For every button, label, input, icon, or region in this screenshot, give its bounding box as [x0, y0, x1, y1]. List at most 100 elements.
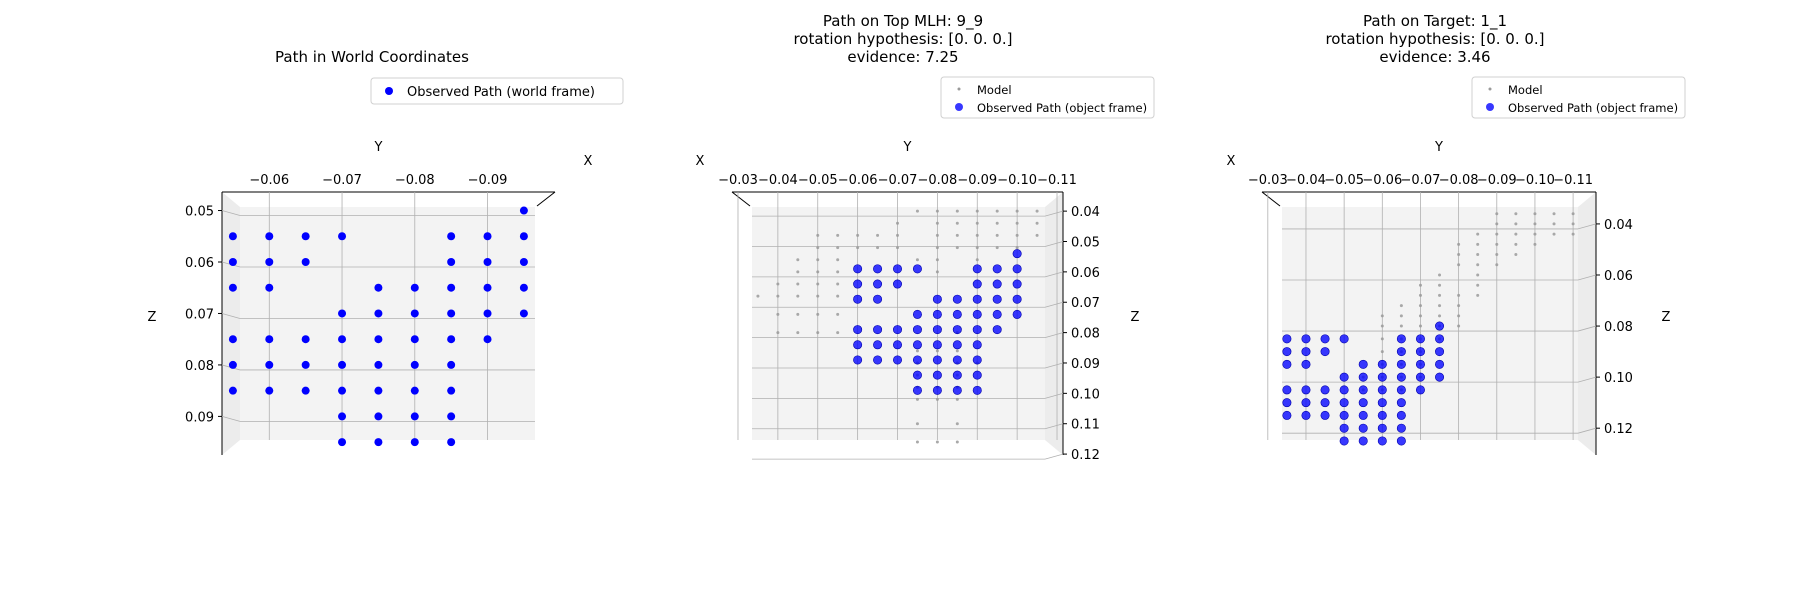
model-point	[836, 258, 840, 262]
observed-point	[1396, 347, 1406, 357]
observed-point	[893, 279, 903, 289]
model-point	[1457, 253, 1461, 257]
observed-point	[932, 370, 942, 380]
x-tick-label: −0.07	[878, 173, 918, 188]
series-observed-path	[1282, 321, 1445, 446]
observed-point	[374, 309, 383, 318]
model-point	[1457, 304, 1461, 308]
observed-point	[410, 360, 419, 369]
observed-point	[265, 386, 274, 395]
observed-point	[1301, 359, 1311, 369]
model-point	[1380, 324, 1384, 328]
observed-point	[853, 294, 863, 304]
model-point	[1418, 293, 1422, 297]
observed-point	[301, 232, 310, 241]
observed-point	[873, 325, 883, 335]
model-point	[975, 221, 979, 225]
model-point	[1418, 324, 1422, 328]
observed-point	[952, 355, 962, 365]
model-point	[1552, 212, 1556, 216]
model-point	[816, 294, 820, 298]
observed-point	[873, 294, 883, 304]
model-point	[915, 422, 919, 426]
model-point	[935, 246, 939, 250]
model-point	[816, 331, 820, 335]
model-point	[915, 209, 919, 213]
model-point	[1035, 209, 1039, 213]
model-point	[935, 270, 939, 274]
z-tick-label: 0.10	[1604, 371, 1633, 386]
grid-line-side	[221, 210, 241, 216]
chart-title: Path on Top MLH: 9_9	[823, 12, 983, 31]
observed-point	[519, 206, 528, 215]
observed-point	[912, 325, 922, 335]
legend-label: Observed Path (world frame)	[407, 85, 595, 100]
model-point	[1457, 293, 1461, 297]
model-point	[1438, 283, 1442, 287]
observed-point	[265, 335, 274, 344]
observed-point	[1435, 359, 1445, 369]
chart-subtitle-line: rotation hypothesis: [0. 0. 0.]	[793, 30, 1012, 48]
chart-subtitle-line: rotation hypothesis: [0. 0. 0.]	[1325, 30, 1544, 48]
model-point	[1495, 242, 1499, 246]
z-tick-label: 0.06	[185, 256, 214, 271]
observed-point	[972, 325, 982, 335]
grid-line-side	[1577, 274, 1597, 281]
observed-point	[972, 294, 982, 304]
observed-point	[1301, 398, 1311, 408]
observed-point	[1282, 359, 1292, 369]
z-tick-label: 0.06	[1604, 269, 1633, 284]
legend-marker	[955, 103, 963, 111]
grid-line-side	[1044, 423, 1064, 430]
model-point	[1514, 253, 1518, 257]
observed-point	[338, 309, 347, 318]
observed-point	[893, 340, 903, 350]
grid-line-side	[1044, 241, 1064, 247]
z-tick-label: 0.05	[185, 205, 214, 220]
z-tick-label: 0.04	[1604, 218, 1633, 233]
observed-point	[1358, 359, 1368, 369]
observed-point	[447, 386, 456, 395]
observed-point	[1396, 410, 1406, 420]
observed-point	[519, 309, 528, 318]
observed-point	[1301, 347, 1311, 357]
side-pane	[1045, 192, 1063, 455]
observed-point	[873, 340, 883, 350]
model-point	[776, 331, 780, 335]
model-point	[1457, 263, 1461, 267]
observed-point	[519, 283, 528, 292]
x-tick-label: −0.08	[917, 173, 957, 188]
model-point	[1380, 337, 1384, 341]
observed-point	[952, 325, 962, 335]
model-point	[1533, 222, 1537, 226]
model-point	[995, 221, 999, 225]
model-point	[1015, 246, 1019, 250]
model-point	[1552, 232, 1556, 236]
observed-point	[1435, 334, 1445, 344]
model-point	[816, 258, 820, 262]
model-point	[816, 270, 820, 274]
model-point	[1418, 283, 1422, 287]
model-point	[1514, 222, 1518, 226]
observed-point	[483, 257, 492, 266]
observed-point	[228, 257, 237, 266]
observed-point	[374, 283, 383, 292]
observed-point	[893, 355, 903, 365]
model-point	[975, 246, 979, 250]
observed-point	[1358, 410, 1368, 420]
model-point	[1476, 283, 1480, 287]
z-tick-label: 0.08	[185, 359, 214, 374]
observed-point	[992, 325, 1002, 335]
model-point	[955, 349, 959, 353]
observed-point	[1339, 334, 1349, 344]
observed-point	[1339, 436, 1349, 446]
observed-point	[483, 335, 492, 344]
observed-point	[1415, 347, 1425, 357]
observed-point	[483, 232, 492, 241]
x-axis-label: X	[696, 154, 705, 169]
observed-point	[1415, 334, 1425, 344]
legend-marker	[957, 87, 961, 91]
x-axis-label: X	[584, 154, 593, 169]
observed-point	[338, 386, 347, 395]
observed-point	[447, 309, 456, 318]
